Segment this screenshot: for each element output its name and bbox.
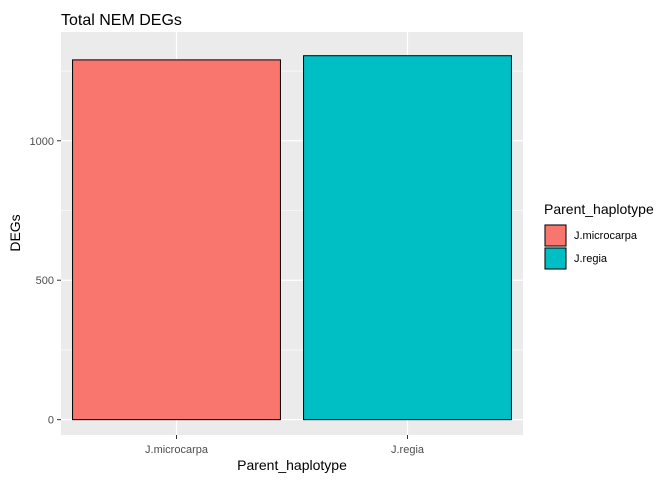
y-tick-label: 0: [48, 415, 54, 427]
x-tick-label: J.regia: [391, 444, 425, 456]
legend-swatch: [544, 224, 567, 247]
bars: [72, 55, 512, 421]
x-axis-title: Parent_haplotype: [237, 457, 347, 473]
chart-title: Total NEM DEGs: [61, 12, 182, 29]
y-axis: 0 500 1000: [30, 136, 61, 427]
x-axis: J.microcarpa J.regia: [145, 435, 425, 456]
y-axis-title: DEGs: [7, 214, 23, 251]
legend-label: J.microcarpa: [574, 230, 638, 242]
legend-label: J.regia: [574, 253, 608, 265]
y-tick-label: 500: [36, 275, 54, 287]
legend-title: Parent_haplotype: [544, 201, 654, 217]
bar-j-microcarpa: [72, 59, 281, 421]
legend: Parent_haplotype J.microcarpa J.regia: [544, 201, 654, 270]
legend-swatch: [544, 247, 567, 270]
x-tick-label: J.microcarpa: [145, 444, 209, 456]
y-tick-label: 1000: [30, 136, 54, 148]
bar-j-regia: [303, 55, 512, 421]
